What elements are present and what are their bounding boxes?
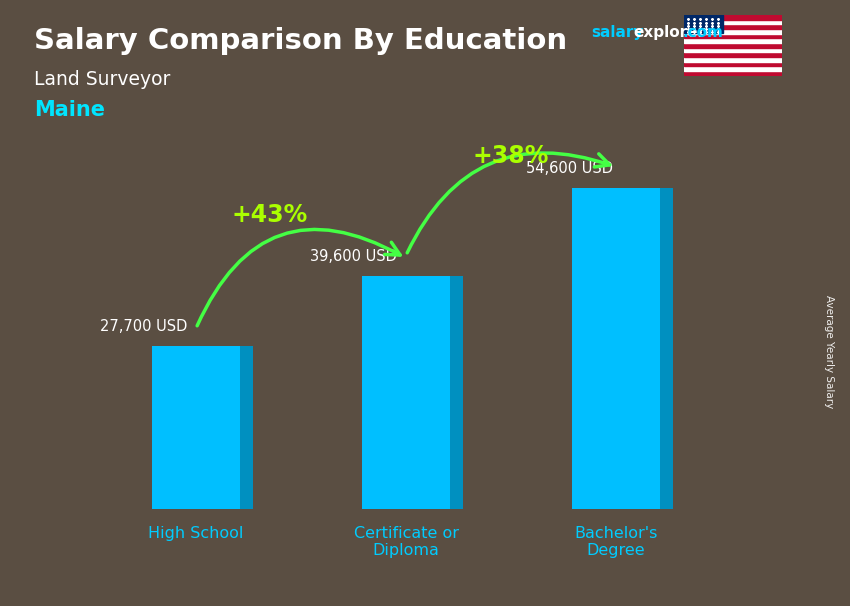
Bar <box>684 34 782 38</box>
Bar <box>684 57 782 62</box>
Bar <box>684 48 782 53</box>
Text: Maine: Maine <box>34 100 105 120</box>
Bar <box>684 20 782 24</box>
Bar <box>684 15 782 20</box>
Bar <box>684 24 782 29</box>
Bar <box>572 188 660 509</box>
Text: Land Surveyor: Land Surveyor <box>34 70 170 88</box>
Bar <box>684 53 782 57</box>
Bar <box>684 29 782 34</box>
Bar <box>152 346 240 509</box>
Text: 54,600 USD: 54,600 USD <box>526 161 614 176</box>
Bar <box>684 38 782 43</box>
Bar <box>362 276 450 509</box>
Bar <box>684 71 782 76</box>
Text: +38%: +38% <box>473 144 549 168</box>
Text: Salary Comparison By Education: Salary Comparison By Education <box>34 27 567 55</box>
Bar <box>684 15 723 33</box>
Text: explorer: explorer <box>633 25 706 41</box>
Polygon shape <box>240 346 252 509</box>
Polygon shape <box>450 276 462 509</box>
Bar <box>684 67 782 71</box>
Text: .com: .com <box>683 25 723 41</box>
Text: +43%: +43% <box>231 202 308 227</box>
Text: salary: salary <box>591 25 643 41</box>
Text: Average Yearly Salary: Average Yearly Salary <box>824 295 834 408</box>
Text: 27,700 USD: 27,700 USD <box>99 319 187 334</box>
Polygon shape <box>660 188 672 509</box>
Bar <box>684 43 782 48</box>
Bar <box>684 62 782 67</box>
Text: 39,600 USD: 39,600 USD <box>310 249 397 264</box>
